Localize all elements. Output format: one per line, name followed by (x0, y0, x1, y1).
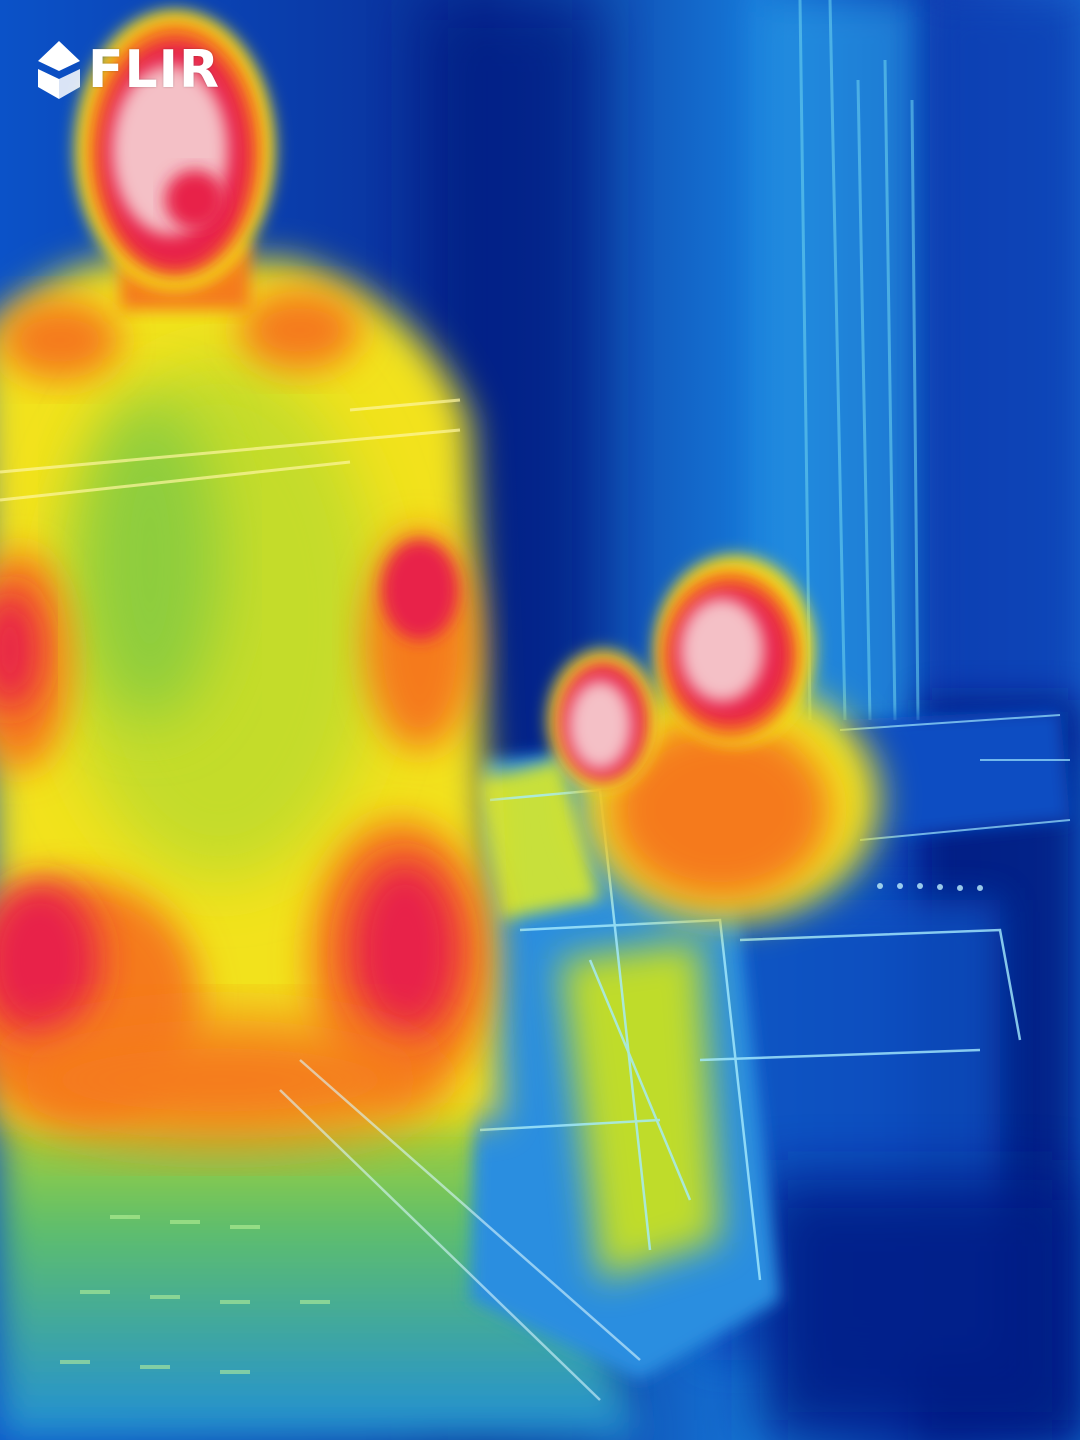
curtain (798, 0, 920, 721)
seated-person (548, 555, 880, 920)
flir-logo: FLIR (36, 38, 220, 102)
side-table (839, 710, 1071, 891)
flir-diamond-logo-icon (38, 41, 80, 99)
flir-logo-text: FLIR (88, 40, 221, 100)
standing-person (0, 10, 500, 1140)
